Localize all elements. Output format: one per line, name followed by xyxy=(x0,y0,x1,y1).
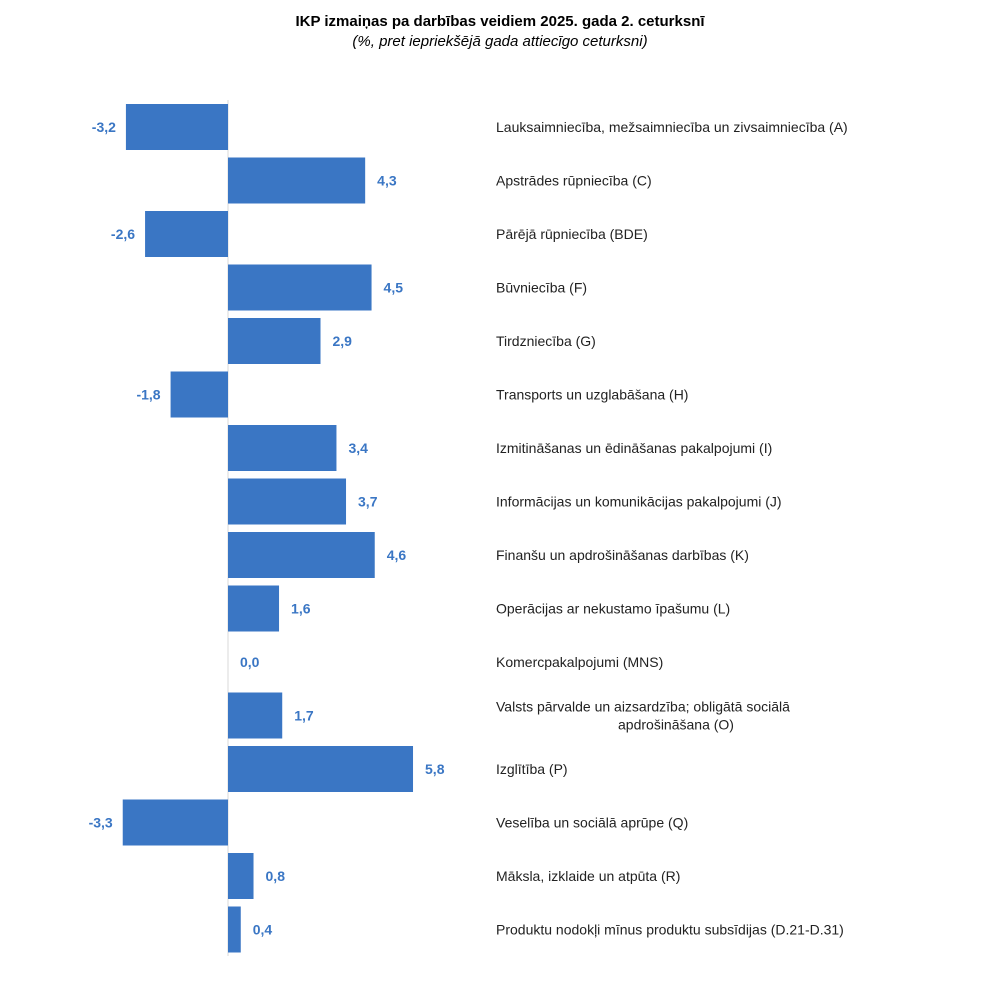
data-label: -1,8 xyxy=(136,387,160,403)
bar xyxy=(125,104,228,150)
bar xyxy=(228,532,375,578)
bar xyxy=(228,264,372,311)
chart-title: IKP izmaiņas pa darbības veidiem 2025. g… xyxy=(295,13,705,30)
data-label: 3,7 xyxy=(358,494,378,510)
data-label: 4,5 xyxy=(384,280,404,296)
data-label: 1,6 xyxy=(291,601,311,617)
category-label: Tirdzniecība (G) xyxy=(496,333,596,349)
category-label: Pārējā rūpniecība (BDE) xyxy=(496,226,648,242)
category-label-line: apdrošināšana (O) xyxy=(618,717,734,733)
category-label: Operācijas ar nekustamo īpašumu (L) xyxy=(496,601,730,617)
bar xyxy=(228,692,283,739)
category-label: Transports un uzglabāšana (H) xyxy=(496,387,688,403)
category-label-line: Valsts pārvalde un aizsardzība; obligātā… xyxy=(496,699,790,715)
category-label: Komercpakalpojumi (MNS) xyxy=(496,654,663,670)
category-label: Māksla, izklaide un atpūta (R) xyxy=(496,868,680,884)
bar xyxy=(228,478,347,525)
data-label: -2,6 xyxy=(111,226,135,242)
category-label: Valsts pārvalde un aizsardzība; obligātā… xyxy=(496,699,790,733)
bar xyxy=(228,853,254,899)
category-label: Produktu nodokļi mīnus produktu subsīdij… xyxy=(496,922,844,938)
category-label: Izmitināšanas un ēdināšanas pakalpojumi … xyxy=(496,440,772,456)
data-label: 0,0 xyxy=(240,654,260,670)
category-label: Apstrādes rūpniecība (C) xyxy=(496,173,652,189)
category-label: Būvniecība (F) xyxy=(496,280,587,296)
bar xyxy=(228,157,366,204)
data-label: -3,2 xyxy=(92,119,116,135)
data-label: 5,8 xyxy=(425,761,445,777)
data-label: 0,8 xyxy=(266,868,286,884)
data-label: 4,3 xyxy=(377,173,397,189)
category-label: Informācijas un komunikācijas pakalpojum… xyxy=(496,494,782,510)
bar xyxy=(228,585,280,632)
category-label: Finanšu un apdrošināšanas darbības (K) xyxy=(496,547,749,563)
data-label: 3,4 xyxy=(348,440,368,456)
bar xyxy=(145,211,228,257)
data-label: 0,4 xyxy=(253,922,273,938)
category-label: Veselība un sociālā aprūpe (Q) xyxy=(496,815,688,831)
bar xyxy=(228,906,241,953)
bar xyxy=(228,746,414,792)
bar xyxy=(170,371,228,418)
data-label: 1,7 xyxy=(294,708,314,724)
chart-title-block: IKP izmaiņas pa darbības veidiem 2025. g… xyxy=(0,12,1000,52)
bar xyxy=(122,799,228,846)
bar xyxy=(228,318,321,364)
data-label: -3,3 xyxy=(89,815,113,831)
category-label: Lauksaimniecība, mežsaimniecība un zivsa… xyxy=(496,119,848,135)
data-label: 2,9 xyxy=(333,333,353,349)
chart-subtitle: (%, pret iepriekšējā gada attiecīgo cetu… xyxy=(352,33,648,50)
bar xyxy=(228,425,337,471)
data-label: 4,6 xyxy=(387,547,407,563)
category-label: Izglītība (P) xyxy=(496,761,568,777)
